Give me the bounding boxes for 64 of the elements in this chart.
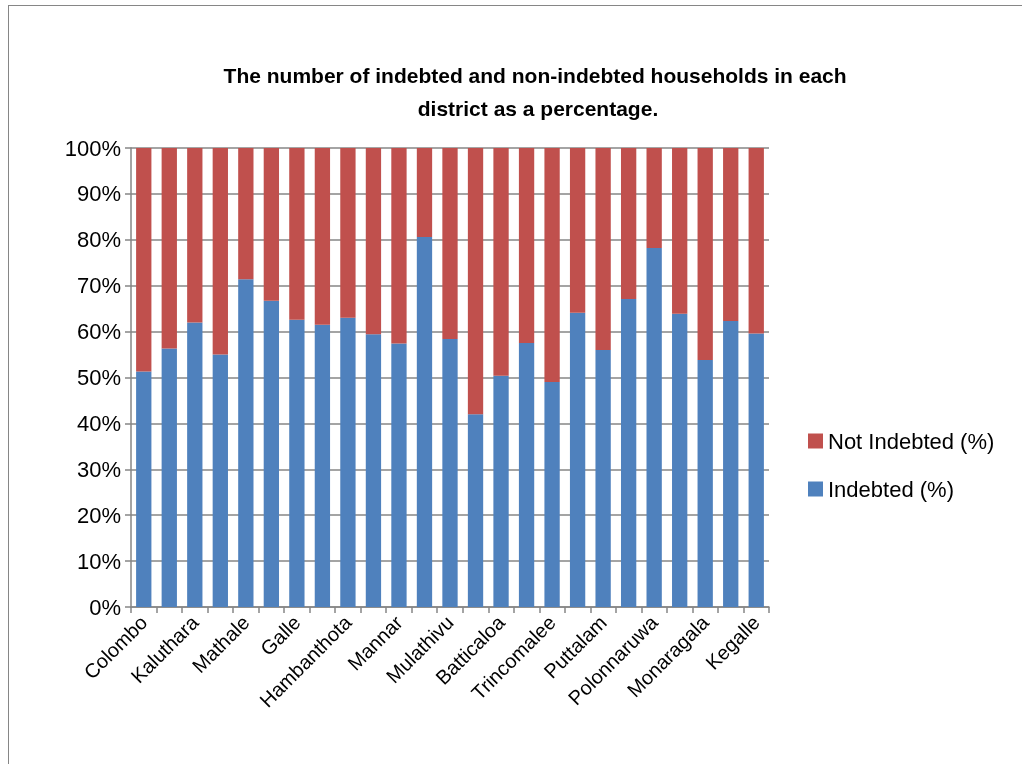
bar (161, 348, 177, 607)
bar (187, 148, 203, 323)
bar (646, 148, 662, 249)
bar (493, 375, 509, 607)
bar (391, 343, 407, 607)
bar (544, 148, 560, 383)
bar (569, 148, 586, 313)
bar (595, 349, 611, 607)
y-tick-label: 0% (89, 594, 121, 620)
bar (416, 237, 433, 607)
bar (136, 148, 152, 372)
y-tick-label: 60% (76, 319, 121, 345)
bar (391, 148, 407, 344)
bar (161, 148, 177, 349)
y-tick-label: 100% (64, 135, 121, 161)
y-tick-label: 20% (76, 502, 121, 528)
bar (620, 148, 637, 300)
bar (569, 312, 586, 607)
bar (544, 382, 560, 607)
bar (187, 322, 203, 607)
bar (416, 148, 433, 238)
y-tick-label: 40% (76, 410, 121, 436)
y-tick-label: 10% (76, 548, 121, 574)
y-tick-label: 30% (76, 456, 121, 482)
bar (212, 354, 228, 607)
bar (748, 333, 764, 607)
chart-title: The number of indebted and non-indebted households in each district as a percentage. (223, 64, 853, 120)
legend-label: Not Indebted (%) (828, 428, 995, 454)
y-tick-label: 70% (76, 273, 121, 299)
bar (518, 148, 535, 344)
bar (646, 248, 662, 607)
bar (136, 371, 152, 607)
bar (289, 148, 305, 320)
bar (314, 324, 331, 607)
bar (748, 148, 764, 334)
bar (314, 148, 331, 325)
bar (365, 148, 382, 335)
bar (723, 321, 739, 607)
bar (620, 299, 637, 607)
y-tick-label: 50% (76, 365, 121, 390)
bar (442, 338, 458, 607)
bar (340, 148, 356, 318)
bar (467, 148, 484, 415)
bar (672, 313, 688, 607)
bar (723, 148, 739, 322)
bar (442, 148, 458, 339)
bar (263, 148, 280, 301)
bar (212, 148, 228, 355)
legend-label: Indebted (%) (828, 476, 954, 502)
bar (340, 317, 356, 607)
bar (238, 148, 254, 280)
y-tick-label: 80% (76, 227, 121, 253)
bar (263, 300, 280, 607)
bar (518, 343, 535, 607)
bar (672, 148, 688, 314)
bar (697, 148, 713, 361)
bar (595, 148, 611, 350)
y-tick-label: 90% (76, 181, 121, 207)
bar (493, 148, 509, 376)
bar (697, 360, 713, 607)
bar (238, 279, 254, 607)
bar (289, 319, 305, 607)
bar (365, 334, 382, 607)
bar (467, 414, 484, 607)
